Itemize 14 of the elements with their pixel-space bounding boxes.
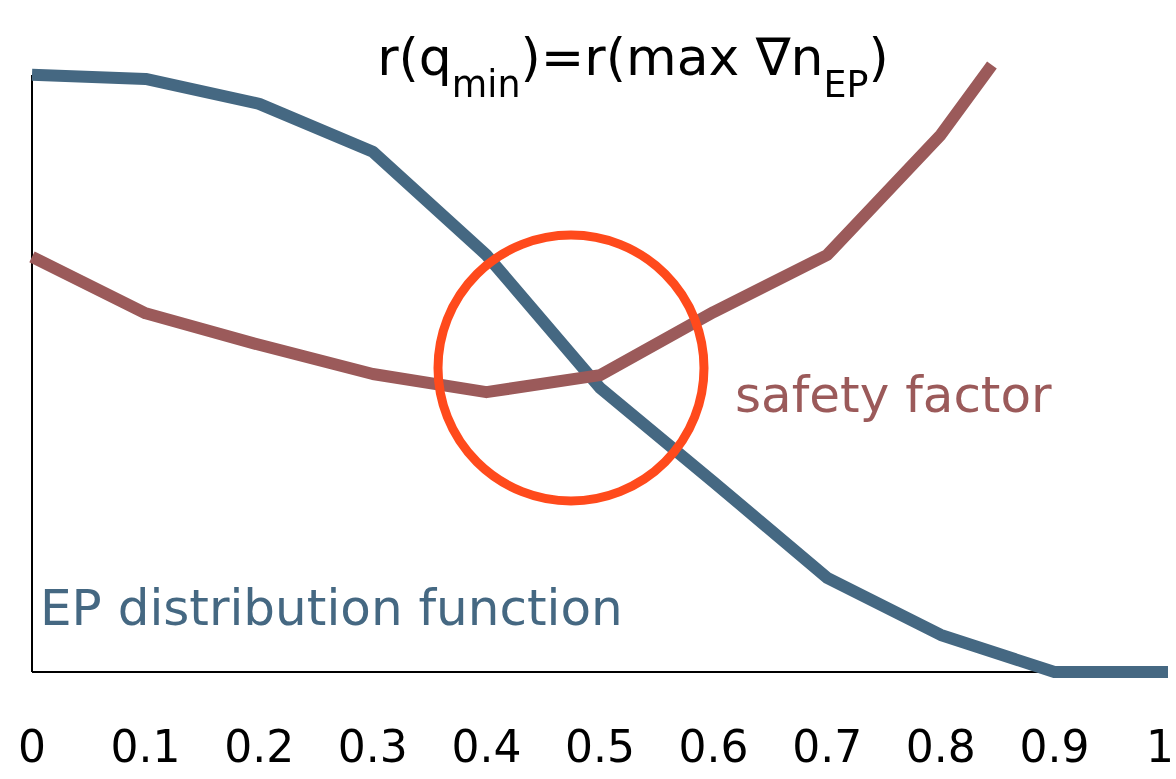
- x-tick-label: 0: [18, 721, 46, 772]
- x-tick-label: 0.2: [224, 721, 295, 772]
- x-tick-label: 0.9: [1019, 721, 1090, 772]
- x-tick-label: 0.6: [678, 721, 749, 772]
- x-tick-label: 0.1: [110, 721, 181, 772]
- x-tick-label: 0.5: [565, 721, 635, 772]
- x-tick-label: 0.7: [792, 721, 863, 772]
- x-tick-label: 0.3: [337, 721, 408, 772]
- series-label: safety factor: [735, 366, 1053, 424]
- x-tick-label: 1: [1146, 721, 1174, 772]
- x-tick-label: 0.8: [905, 721, 976, 772]
- text: EP distribution function: [40, 579, 623, 637]
- chart-title: r(q$_{min}$)=r(max ∇n$_{EP}$): [377, 27, 889, 106]
- x-tick-label: 0.4: [451, 721, 522, 772]
